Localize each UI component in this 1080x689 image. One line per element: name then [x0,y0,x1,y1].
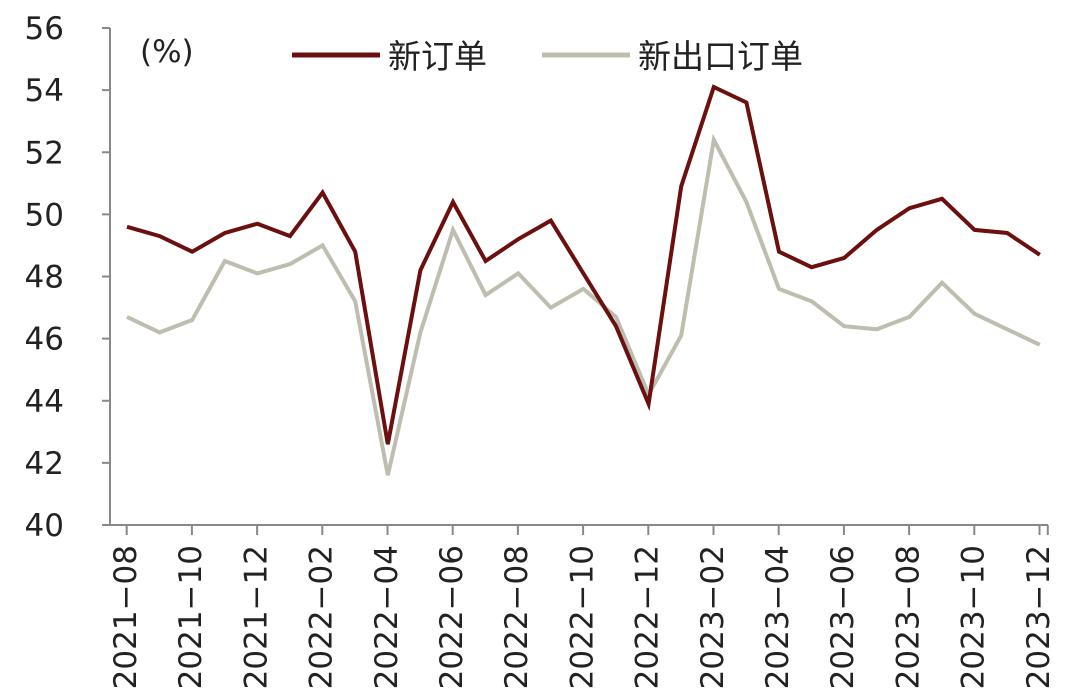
x-tick-label: 2023−10 [956,545,992,689]
y-tick-label: 56 [25,11,64,47]
x-tick-label: 2022−08 [499,545,535,689]
x-tick-label: 2023−08 [890,545,926,689]
x-tick-label: 2022−12 [630,545,666,689]
legend-label-0: 新订单 [388,37,487,76]
series-line-1 [126,133,1041,476]
y-tick-label: 50 [25,197,64,233]
y-tick-label: 44 [25,384,64,420]
y-tick-label: 54 [25,73,64,109]
x-tick-label: 2022−04 [369,545,405,689]
y-tick-label: 42 [25,446,64,482]
x-tick-label: 2021−08 [108,545,144,689]
y-tick-label: 52 [25,135,64,171]
x-tick-label: 2023−02 [695,545,731,689]
axes [109,28,1048,526]
legend: 新订单 新出口订单 [292,37,803,76]
x-tick-label: 2022−06 [434,545,470,689]
x-tick-label: 2021−10 [173,545,209,689]
x-tick-label: 2023−12 [1021,545,1057,689]
x-axis-ticks: 2021−08 2021−10 2021−12 2022−02 2022−04 2022−… [108,525,1057,689]
x-tick-label: 2023−04 [760,545,796,689]
legend-label-1: 新出口订单 [638,37,803,76]
x-tick-label: 2021−12 [238,545,274,689]
y-tick-label: 48 [25,260,64,296]
x-tick-label: 2023−06 [825,545,861,689]
x-tick-label: 2022−10 [564,545,600,689]
x-tick-label: 2022−02 [304,545,340,689]
unit-label: (%) [140,34,194,70]
y-axis-ticks: 40 42 44 46 48 50 52 54 56 [25,11,110,544]
y-tick-label: 40 [25,508,64,544]
y-tick-label: 46 [25,322,64,358]
series-lines [126,84,1041,476]
series-line-0 [126,84,1041,445]
